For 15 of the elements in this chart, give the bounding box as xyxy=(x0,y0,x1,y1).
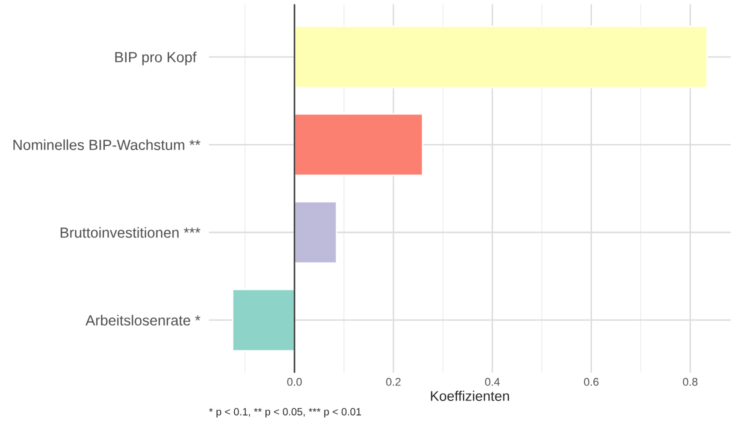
bar xyxy=(232,288,296,352)
y-tick-label: BIP pro Kopf xyxy=(115,52,197,66)
x-tick-label: 0.6 xyxy=(584,378,599,386)
x-tick-label: 0.0 xyxy=(287,378,302,386)
bar xyxy=(294,113,424,176)
y-tick-label: Arbeitslosenrate * xyxy=(86,314,200,326)
y-tick-label: Bruttoinvestitionen *** xyxy=(60,227,200,238)
x-tick-label: 0.8 xyxy=(682,378,698,386)
x-tick-label: 0.2 xyxy=(386,378,401,386)
text: * p < 0.1, ** p < 0.05, *** p < 0.01 xyxy=(209,408,361,418)
x-axis-title: Koeffizienten xyxy=(430,390,509,401)
bar xyxy=(294,200,338,264)
y-tick-label: Nominelles BIP-Wachstum ** xyxy=(13,139,200,150)
bar xyxy=(294,26,708,88)
x-tick-label: 0.4 xyxy=(485,378,500,386)
